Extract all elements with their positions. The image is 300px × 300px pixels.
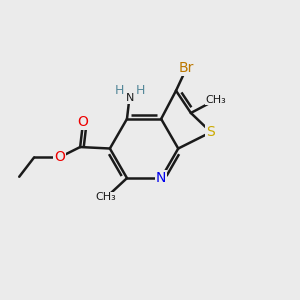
Text: S: S [207, 125, 215, 139]
Text: N: N [156, 171, 166, 185]
Text: H: H [136, 84, 145, 97]
Text: N: N [126, 93, 134, 103]
Text: H: H [115, 84, 124, 97]
Text: O: O [78, 115, 88, 129]
Text: CH₃: CH₃ [96, 192, 116, 203]
Text: CH₃: CH₃ [206, 94, 226, 105]
Text: O: O [54, 150, 65, 164]
Text: Br: Br [179, 61, 194, 75]
Text: CH₃: CH₃ [96, 192, 116, 203]
